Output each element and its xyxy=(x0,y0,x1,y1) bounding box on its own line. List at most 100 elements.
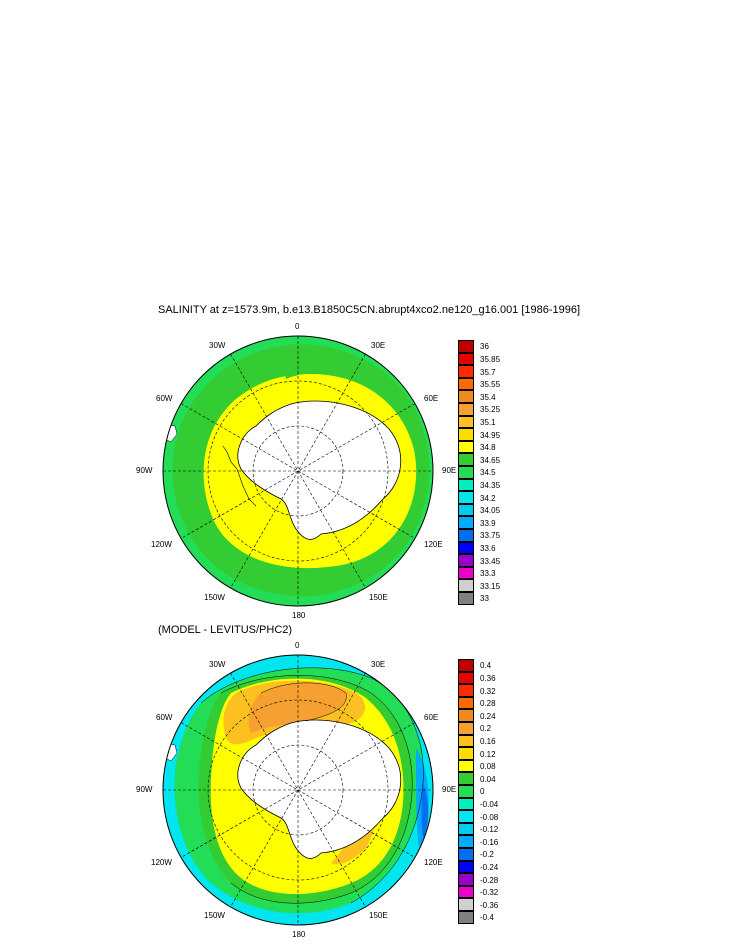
graticule xyxy=(163,336,433,606)
legend-swatch xyxy=(458,696,474,710)
legend-label: 35.25 xyxy=(480,405,501,415)
legend-label: 35.85 xyxy=(480,354,501,364)
legend-label: 34.05 xyxy=(480,506,501,516)
lon-label-120w: 120W xyxy=(151,858,172,867)
legend-label: 34.8 xyxy=(480,443,496,453)
legend-swatch xyxy=(458,415,474,429)
legend-swatch xyxy=(458,478,474,492)
legend-swatch xyxy=(458,491,474,504)
lon-label-90e: 90E xyxy=(442,466,457,475)
legend-label: -0.28 xyxy=(480,875,499,885)
legend-label: 34.95 xyxy=(480,430,501,440)
legend-label: 0.04 xyxy=(480,774,496,784)
map-border xyxy=(162,654,434,926)
legend-swatch xyxy=(458,848,474,861)
legend-label: 33.9 xyxy=(480,518,496,528)
legend-label: 0.24 xyxy=(480,711,496,721)
legend-label: -0.4 xyxy=(480,913,494,923)
legend-swatch xyxy=(458,352,474,366)
lon-label-60w: 60W xyxy=(156,394,173,403)
salinity-difference-polar-map xyxy=(162,654,434,926)
color-legend: 36 35.85 35.7 35.55 35.4 35.25 35.1 34.95 34.8 34… xyxy=(458,340,518,605)
lon-label-90w: 90W xyxy=(136,785,153,794)
map-title: SALINITY at z=1573.9m, b.e13.B1850C5CN.a… xyxy=(158,304,581,316)
legend-label: 0.08 xyxy=(480,762,496,772)
legend-swatch xyxy=(458,390,474,403)
legend-swatch xyxy=(458,566,474,580)
lon-label-30w: 30W xyxy=(209,341,226,350)
legend-swatch xyxy=(458,340,474,353)
legend-label: -0.2 xyxy=(480,850,494,860)
lon-label-30w: 30W xyxy=(209,660,226,669)
legend-swatch xyxy=(458,873,474,886)
lon-label-150e: 150E xyxy=(369,911,388,920)
antarctica-land xyxy=(237,719,402,859)
lon-label-120e: 120E xyxy=(424,540,443,549)
legend-swatch xyxy=(458,440,474,454)
lon-label-60e: 60E xyxy=(424,713,439,722)
legend-swatch xyxy=(458,466,474,479)
legend-swatch xyxy=(458,785,474,798)
legend-label: 34.35 xyxy=(480,480,501,490)
legend-label: -0.24 xyxy=(480,862,499,872)
lon-label-90e: 90E xyxy=(442,785,457,794)
lon-label-180: 180 xyxy=(292,930,306,939)
map-border xyxy=(162,335,434,607)
legend-swatch xyxy=(458,684,474,697)
legend-swatch xyxy=(458,377,474,391)
legend-label: -0.04 xyxy=(480,799,499,809)
legend-label: -0.08 xyxy=(480,812,499,822)
lon-label-120w: 120W xyxy=(151,540,172,549)
legend-label: 33 xyxy=(480,594,489,604)
lon-label-30e: 30E xyxy=(371,341,386,350)
legend-label: 0.36 xyxy=(480,673,496,683)
legend-label: 36 xyxy=(480,342,489,352)
legend-swatch xyxy=(458,365,474,378)
color-legend: 0.4 0.36 0.32 0.28 0.24 0.2 0.16 0.12 0.08 0.04 0 -… xyxy=(458,659,518,924)
legend-swatch xyxy=(458,671,474,685)
legend-swatch xyxy=(458,734,474,748)
legend-label: 0 xyxy=(480,787,485,797)
legend-label: 0.2 xyxy=(480,724,492,734)
lon-label-60e: 60E xyxy=(424,394,439,403)
lon-label-60w: 60W xyxy=(156,713,173,722)
lon-label-150w: 150W xyxy=(204,593,225,602)
legend-label: -0.12 xyxy=(480,825,499,835)
legend-label: 33.6 xyxy=(480,543,496,553)
legend-label: -0.16 xyxy=(480,837,499,847)
legend-swatch xyxy=(458,898,474,911)
legend-swatch xyxy=(458,659,474,672)
legend-swatch xyxy=(458,403,474,416)
legend-swatch xyxy=(458,554,474,567)
legend-swatch xyxy=(458,516,474,529)
legend-swatch xyxy=(458,759,474,773)
legend-swatch xyxy=(458,503,474,517)
legend-label: 33.3 xyxy=(480,569,496,579)
lon-label-0: 0 xyxy=(295,322,300,331)
legend-label: 35.55 xyxy=(480,380,501,390)
legend-swatch xyxy=(458,592,474,605)
lon-label-180: 180 xyxy=(292,611,306,620)
legend-swatch xyxy=(458,453,474,466)
legend-swatch xyxy=(458,747,474,760)
legend-label: -0.36 xyxy=(480,900,499,910)
legend-swatch xyxy=(458,885,474,899)
antarctica-land xyxy=(237,400,402,540)
legend-swatch xyxy=(458,529,474,542)
legend-label: 33.15 xyxy=(480,581,501,591)
lon-label-90w: 90W xyxy=(136,466,153,475)
diff-map-title: (MODEL - LEVITUS/PHC2) xyxy=(158,624,293,636)
legend-label: 35.4 xyxy=(480,392,496,402)
legend-label: 34.5 xyxy=(480,468,496,478)
legend-swatch xyxy=(458,835,474,848)
legend-swatch xyxy=(458,911,474,924)
legend-swatch xyxy=(458,810,474,823)
legend-swatch xyxy=(458,722,474,735)
legend-label: 33.75 xyxy=(480,531,501,541)
legend-swatch xyxy=(458,579,474,592)
legend-label: 35.1 xyxy=(480,417,496,427)
legend-label: 0.4 xyxy=(480,661,492,671)
diff-band-0-2 xyxy=(248,682,347,733)
graticule xyxy=(163,655,433,925)
legend-label: 35.7 xyxy=(480,367,496,377)
